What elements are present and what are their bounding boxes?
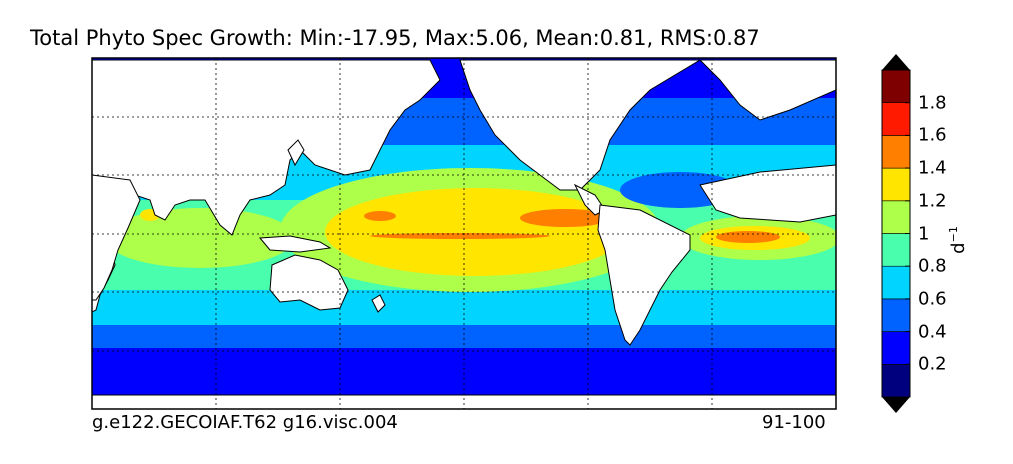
land-africa-east xyxy=(92,174,141,301)
colorbar-segment xyxy=(881,363,911,398)
colorbar xyxy=(881,54,911,413)
colorbar-segment xyxy=(881,298,911,332)
land-antarctica xyxy=(92,394,836,409)
land-japan xyxy=(287,139,305,167)
land-indonesia xyxy=(258,235,332,253)
colorbar-tick-label: 1.6 xyxy=(918,124,947,146)
colorbar-segment xyxy=(881,233,911,267)
colorbar-tick-label: 1.4 xyxy=(918,157,947,179)
band-indian-green xyxy=(105,208,295,268)
colorbar-tick-label: 0.4 xyxy=(918,321,947,343)
footer-years-label: 91-100 xyxy=(762,412,826,433)
colorbar-over-arrow xyxy=(882,54,910,70)
band-pacific-orange-west xyxy=(364,211,396,221)
footer-case-label: g.e122.GECOIAF.T62 g16.visc.004 xyxy=(92,412,398,433)
colorbar-tick-label: 1.8 xyxy=(918,92,947,114)
land-south-america xyxy=(597,204,691,346)
graticule xyxy=(92,58,836,409)
colorbar-segment xyxy=(881,265,911,300)
band-pacific-orange-east xyxy=(520,209,610,227)
colorbar-segment xyxy=(881,69,911,104)
land-africa-west xyxy=(699,164,836,223)
land-masses xyxy=(92,59,836,409)
land-greenland xyxy=(698,59,836,121)
colorbar-segment xyxy=(881,167,911,202)
colorbar-tick-label: 1 xyxy=(918,223,930,244)
ocean-field xyxy=(92,58,836,409)
colorbar-tick-label: 0.6 xyxy=(918,288,947,310)
colorbar-tick-label: 0.8 xyxy=(918,255,947,277)
chart-title: Total Phyto Spec Growth: Min:-17.95, Max… xyxy=(30,26,760,50)
colorbar-tick-label: 1.2 xyxy=(918,190,947,212)
colorbar-segment xyxy=(881,102,911,136)
colorbar-segment xyxy=(881,135,911,169)
colorbar-segment xyxy=(881,331,911,365)
colorbar-under-arrow xyxy=(882,397,910,413)
map-frame xyxy=(91,57,837,410)
band-atlantic-orange xyxy=(716,231,780,243)
land-new-zealand xyxy=(371,294,386,313)
colorbar-unit-label: d−1 xyxy=(947,226,969,254)
colorbar-tick-label: 0.2 xyxy=(918,353,947,375)
band-pacific-orange-eq xyxy=(370,233,550,239)
band-pacific-yellow xyxy=(325,188,625,276)
colorbar-segment xyxy=(881,200,911,234)
